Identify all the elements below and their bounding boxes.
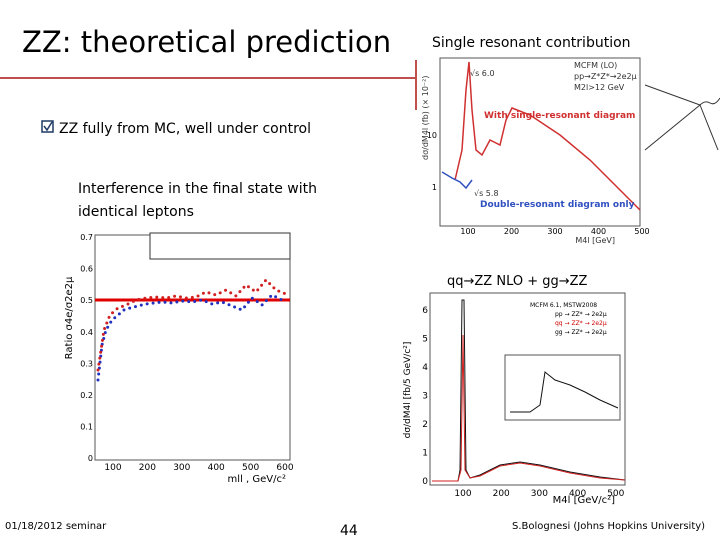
diagram-line <box>699 104 719 151</box>
x-tick-label: 500 <box>634 227 649 236</box>
diagram-line <box>699 97 720 106</box>
plot-annotation: With single-resonant diagram <box>484 111 635 121</box>
y-tick-label: 1 <box>432 183 437 192</box>
plot-interference: mll , GeV/c² Ratio σ4e/σ2e2μ 100 200 300 40… <box>64 232 294 485</box>
y-axis-label: dσ/dM4l (fb) (× 10⁻²) <box>421 76 430 160</box>
legend-text: pp → ZZ* → 2e2μ <box>555 311 607 318</box>
points-red <box>96 277 288 372</box>
y-axis-label: dσ/dM4l [fb/5 GeV/c²] <box>403 342 413 439</box>
subtitle-right: Single resonant contribution <box>432 35 631 51</box>
legend-text: MCFM (LO) <box>574 61 617 70</box>
inset-frame <box>504 354 621 421</box>
plot-annotation: √s 6.0 <box>470 69 495 78</box>
x-tick-label: 400 <box>569 489 586 499</box>
footer-author: S.Bolognesi (Johns Hopkins University) <box>512 521 705 532</box>
legend-text: gg → ZZ* → 2e2μ <box>555 329 607 336</box>
x-tick-label: 200 <box>504 227 519 236</box>
curve-single <box>454 61 641 211</box>
y-tick-label: 4 <box>422 363 428 373</box>
y-tick-label: 0 <box>422 477 428 487</box>
bullet-check <box>43 121 53 132</box>
bullet-text: ZZ fully from MC, well under control <box>59 121 311 137</box>
y-tick-label: 1 <box>422 449 428 459</box>
y-tick-label: 6 <box>422 306 428 316</box>
y-tick-label: 10 <box>427 131 437 140</box>
y-tick-label: 0.4 <box>80 328 93 337</box>
curve-double <box>441 171 473 190</box>
y-tick-label: 0.2 <box>80 391 93 400</box>
bullet-box <box>41 120 54 133</box>
plot-total: MCFM 6.1, MSTW2008 pp → ZZ* → 2e2μ qq → … <box>403 292 626 506</box>
interference-text: identical leptons <box>78 204 194 220</box>
x-tick-label: 200 <box>493 489 510 499</box>
curve-qq <box>432 334 626 482</box>
legend-text: M2l>12 GeV <box>574 83 625 92</box>
y-axis-label: Ratio σ4e/σ2e2μ <box>64 276 75 359</box>
plot-legend <box>149 232 291 260</box>
plot-frame <box>439 57 641 227</box>
y-tick-label: 0.3 <box>80 359 93 368</box>
page-number: 44 <box>340 523 358 539</box>
slide-title: ZZ: theoretical prediction <box>22 25 391 59</box>
y-tick-label: 5 <box>422 335 428 345</box>
x-axis-label: M4l [GeV] <box>575 236 615 245</box>
x-tick-label: 300 <box>531 489 548 499</box>
x-tick-label: 100 <box>104 463 121 473</box>
y-tick-label: 0.1 <box>80 423 93 432</box>
y-tick-label: 0 <box>88 454 93 463</box>
x-tick-label: 500 <box>607 489 624 499</box>
y-tick-label: 0.6 <box>80 265 93 274</box>
interference-text: Interference in the final state with <box>78 181 317 197</box>
y-tick-label: 3 <box>422 392 428 402</box>
legend-text: MCFM 6.1, MSTW2008 <box>530 302 597 309</box>
y-tick-label: 0.7 <box>80 233 93 242</box>
x-tick-label: 300 <box>173 463 190 473</box>
plot-frame <box>429 292 626 486</box>
x-tick-label: 600 <box>276 463 293 473</box>
x-axis-label: mll , GeV/c² <box>228 474 286 485</box>
diagram-line <box>644 84 701 106</box>
x-tick-label: 400 <box>591 227 606 236</box>
plot-annotation: Double-resonant diagram only <box>480 200 635 210</box>
x-tick-label: 500 <box>242 463 259 473</box>
gg-label: qq→ZZ NLO + gg→ZZ <box>447 274 588 289</box>
y-tick-label: 2 <box>422 420 428 430</box>
diagram-line <box>644 104 701 151</box>
plot-single: √s 6.0 √s 5.8 MCFM (LO) pp→Z*Z*→2e2μ M2l… <box>421 57 720 245</box>
y-tick-label: 0.5 <box>80 296 93 305</box>
points-blue <box>96 293 284 382</box>
x-tick-label: 300 <box>547 227 562 236</box>
x-tick-label: 100 <box>454 489 471 499</box>
x-tick-label: 100 <box>460 227 475 236</box>
inset-curve <box>510 371 619 413</box>
footer-date: 01/18/2012 seminar <box>5 521 107 532</box>
plot-annotation: √s 5.8 <box>474 189 499 198</box>
legend-text: pp→Z*Z*→2e2μ <box>574 72 637 81</box>
x-tick-label: 400 <box>208 463 225 473</box>
x-tick-label: 200 <box>139 463 156 473</box>
x-axis-label: M4l [GeV/c²] <box>553 495 615 506</box>
legend-text: qq → ZZ* → 2e2μ <box>555 320 607 327</box>
